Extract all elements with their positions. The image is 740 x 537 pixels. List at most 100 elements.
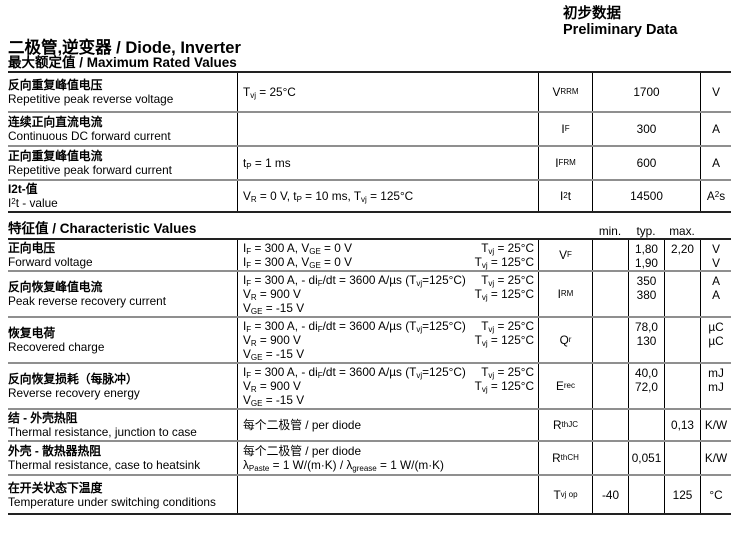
unit-cell: µC µC [700, 318, 731, 362]
param-name-cell: 外壳 - 散热器热阻 Thermal resistance, case to h… [8, 442, 237, 474]
min-cell [592, 442, 628, 474]
min-cell [592, 272, 628, 316]
col-header-typ: typ. [636, 224, 656, 238]
col-header-max: max. [669, 224, 695, 238]
table-row: 反向恢复峰值电流 Peak reverse recovery current I… [8, 272, 731, 318]
section-title-characteristic: 特征值 / Characteristic Values [8, 221, 197, 236]
table-row: 结 - 外壳热阻 Thermal resistance, junction to… [8, 410, 731, 442]
param-name-cell: 反向恢复峰值电流 Peak reverse recovery current [8, 272, 237, 316]
table-row: 反向重复峰值电压 Repetitive peak reverse voltage… [8, 73, 731, 113]
max-cell [664, 442, 700, 474]
table-row: 外壳 - 散热器热阻 Thermal resistance, case to h… [8, 442, 731, 476]
preliminary-data-label: 初步数据 Preliminary Data [563, 6, 677, 38]
typ-cell: 78,0 130 [628, 318, 664, 362]
symbol-cell: I FRM [538, 147, 592, 179]
max-cell [664, 364, 700, 408]
min-cell [592, 240, 628, 270]
unit-cell: V [700, 73, 731, 111]
conditions-cell: IF = 300 A, VGE = 0 V IF = 300 A, VGE = 0… [237, 240, 538, 270]
unit-cell: A [700, 147, 731, 179]
unit-cell: A [700, 113, 731, 145]
param-name-cell: 反向重复峰值电压 Repetitive peak reverse voltage [8, 73, 237, 111]
col-header-min: min. [598, 224, 622, 238]
value-cell: 600 [592, 147, 700, 179]
param-name-cn: 正向电压 [8, 241, 56, 255]
conditions-cell: 每个二极管 / per diode [237, 410, 538, 440]
conditions-cell [237, 476, 538, 513]
min-typ-max-headers: min. typ. max. [592, 224, 700, 238]
param-name-cn: 结 - 外壳热阻 [8, 411, 78, 425]
value-cell: 1700 [592, 73, 700, 111]
typ-cell: 350 380 [628, 272, 664, 316]
unit-cell: K/W [700, 410, 731, 440]
param-name-cn: 连续正向直流电流 [8, 115, 103, 129]
param-name-cn: 在开关状态下温度 [8, 480, 103, 495]
value-cell: 300 [592, 113, 700, 145]
conditions-cell: tP = 1 ms [237, 147, 538, 179]
max-cell: 0,13 [664, 410, 700, 440]
preliminary-data-cn: 初步数据 [563, 6, 621, 22]
max-cell [664, 272, 700, 316]
typ-cell: 40,0 72,0 [628, 364, 664, 408]
param-name-en: I2t - value [8, 196, 58, 210]
preliminary-data-en: Preliminary Data [563, 22, 678, 38]
conditions-cell: VR = 0 V, tP = 10 ms, Tvj = 125°C [237, 181, 538, 211]
param-name-cn: 反向恢复峰值电流 [8, 280, 103, 294]
param-name-en: Peak reverse recovery current [8, 294, 167, 308]
min-cell: -40 [592, 476, 628, 513]
table-row: 反向恢复损耗（每脉冲） Reverse recovery energy IF =… [8, 364, 731, 410]
typ-cell: 1,80 1,90 [628, 240, 664, 270]
param-name-en: Forward voltage [8, 255, 93, 269]
conditions-cell: 每个二极管 / per diode λPaste = 1 W/(m·K) / λg… [237, 442, 538, 474]
param-name-en: Continuous DC forward current [8, 129, 171, 143]
param-name-en: Thermal resistance, case to heatsink [8, 458, 201, 472]
conditions-cell: IF = 300 A, - diF/dt = 3600 A/µs (Tvj=12… [237, 272, 538, 316]
section-header-characteristic: 特征值 / Characteristic Values min. typ. ma… [8, 221, 731, 240]
max-cell: 125 [664, 476, 700, 513]
unit-cell: °C [700, 476, 731, 513]
param-name-cell: 在开关状态下温度 Temperature under switching con… [8, 476, 237, 513]
value-cell: 14500 [592, 181, 700, 211]
param-name-cn: 外壳 - 散热器热阻 [8, 444, 102, 458]
param-name-cell: I2t-值 I2t - value [8, 181, 237, 211]
typ-cell [628, 410, 664, 440]
param-name-cell: 正向重复峰值电流 Repetitive peak forward current [8, 147, 237, 179]
max-cell: 2,20 [664, 240, 700, 270]
min-cell [592, 364, 628, 408]
table-row: 正向重复峰值电流 Repetitive peak forward current… [8, 147, 731, 181]
table-row: 连续正向直流电流 Continuous DC forward current I… [8, 113, 731, 147]
param-name-en: Thermal resistance, junction to case [8, 425, 197, 439]
param-name-en: Repetitive peak reverse voltage [8, 92, 174, 106]
max-cell [664, 318, 700, 362]
conditions-cell: Tvj = 25°C [237, 73, 538, 111]
param-name-en: Recovered charge [8, 340, 105, 354]
symbol-cell: V RRM [538, 73, 592, 111]
param-name-en: Temperature under switching conditions [8, 494, 216, 509]
unit-cell: A2s [700, 181, 731, 211]
param-name-cell: 正向电压 Forward voltage [8, 240, 237, 270]
conditions-cell: IF = 300 A, - diF/dt = 3600 A/µs (Tvj=12… [237, 364, 538, 408]
param-name-cell: 连续正向直流电流 Continuous DC forward current [8, 113, 237, 145]
table-row: I2t-值 I2t - value VR = 0 V, tP = 10 ms, … [8, 181, 731, 213]
param-name-cn: 正向重复峰值电流 [8, 149, 103, 163]
min-cell [592, 410, 628, 440]
characteristic-table: 正向电压 Forward voltage IF = 300 A, VGE = 0… [8, 240, 731, 515]
param-name-cn: I2t-值 [8, 182, 38, 196]
param-name-en: Repetitive peak forward current [8, 163, 172, 177]
param-name-cn: 反向重复峰值电压 [8, 78, 103, 92]
param-name-cell: 结 - 外壳热阻 Thermal resistance, junction to… [8, 410, 237, 440]
section-title-max-rated: 最大额定值 / Maximum Rated Values [8, 55, 237, 70]
typ-cell [628, 476, 664, 513]
table-row: 在开关状态下温度 Temperature under switching con… [8, 476, 731, 515]
